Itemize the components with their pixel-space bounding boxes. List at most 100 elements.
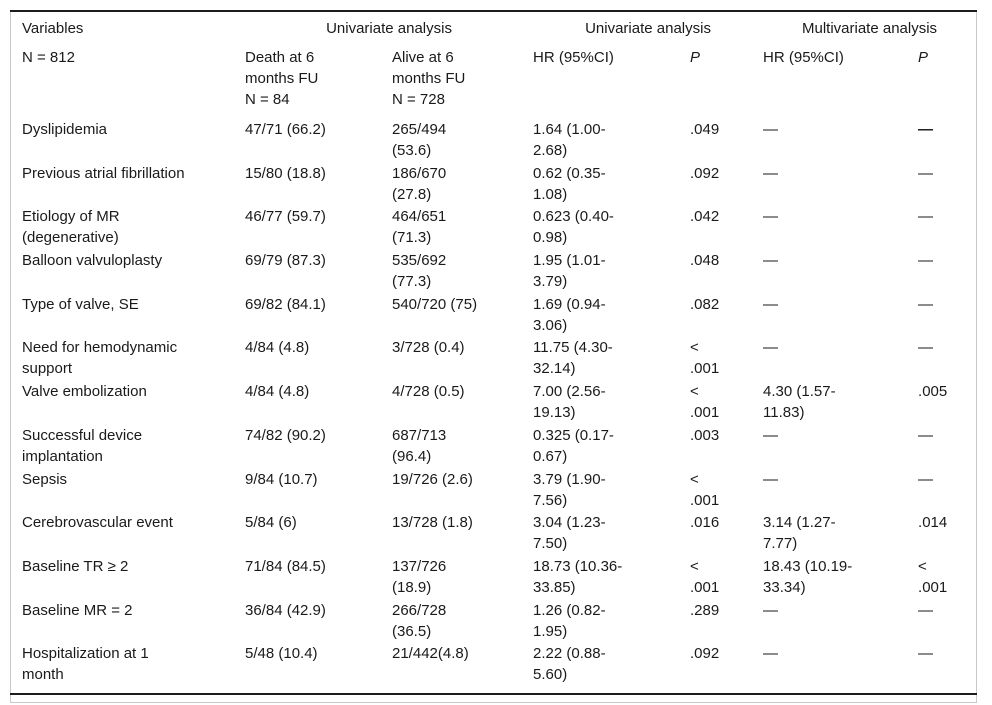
table-cell: Baseline TR ≥ 2 xyxy=(22,557,129,575)
table-cell: 47/71 (66.2) xyxy=(245,121,326,138)
table-cell: 3.04 (1.23- 7.50) xyxy=(533,514,606,553)
table-cell: 687/713 (96.4) xyxy=(392,426,447,465)
group-header-row: Variables Univariate analysis Univariate… xyxy=(22,12,976,47)
table-cell: 11.75 (4.30- 32.14) xyxy=(533,339,613,378)
table-cell: — xyxy=(918,164,934,182)
table-row: Dyslipidemia 47/71 (66.2) 265/494 (53.6) 1.… xyxy=(22,119,976,163)
table-cell: Valve embolization xyxy=(22,383,147,401)
table-row: Valve embolization 4/84 (4.8) 4/728 (0.5) 7… xyxy=(22,381,976,425)
table-cell: 5/48 (10.4) xyxy=(245,645,318,663)
table-cell: 137/726 (18.9) xyxy=(392,557,447,596)
table-cell: .092 xyxy=(690,645,720,663)
table-cell: 21/442(4.8) xyxy=(392,645,469,663)
table-cell: Baseline MR = 2 xyxy=(22,601,133,619)
sub-header-univariate-hr: HR (95%CI) xyxy=(533,49,614,66)
table-top-rule xyxy=(10,10,977,12)
table-cell: 265/494 (53.6) xyxy=(392,121,447,159)
table-cell: — xyxy=(918,601,934,619)
table-cell: 1.64 (1.00- 2.68) xyxy=(533,121,606,159)
table-cell: 3/728 (0.4) xyxy=(392,339,465,357)
table-cell: 2.22 (0.88- 5.60) xyxy=(533,645,606,684)
sub-header-multivariate-hr: HR (95%CI) xyxy=(763,49,844,66)
table-cell: 15/80 (18.8) xyxy=(245,164,326,182)
table-cell: 74/82 (90.2) xyxy=(245,426,326,444)
table-row: Baseline MR = 2 36/84 (42.9) 266/728 (36.5… xyxy=(22,600,976,644)
table-cell: — xyxy=(763,208,779,226)
table-cell: — xyxy=(763,295,779,313)
table-cell: 540/720 (75) xyxy=(392,295,478,313)
table-cell: — xyxy=(763,164,779,182)
table-cell: .092 xyxy=(690,164,720,182)
table-cell: Balloon valvuloplasty xyxy=(22,252,163,270)
table-cell: .014 xyxy=(918,514,948,532)
sub-header-row: N = 812 Death at 6 months FU N = 84 Aliv… xyxy=(22,47,976,119)
table-cell: — xyxy=(918,426,934,444)
table-cell: .005 xyxy=(918,383,948,401)
table-cell: 9/84 (10.7) xyxy=(245,470,318,488)
table-row: Sepsis 9/84 (10.7) 19/726 (2.6) 3.79 (1.90-… xyxy=(22,469,976,513)
table-cell: 464/651 (71.3) xyxy=(392,208,447,247)
table-cell: .289 xyxy=(690,601,720,619)
table-cell: Need for hemodynamic support xyxy=(22,339,178,378)
table-cell: Dyslipidemia xyxy=(22,121,108,138)
table-cell: 71/84 (84.5) xyxy=(245,557,326,575)
table-cell: 4/728 (0.5) xyxy=(392,383,465,401)
table-row: Balloon valvuloplasty 69/79 (87.3) 535/692… xyxy=(22,250,976,294)
group-header-univariate-hr: Univariate analysis xyxy=(585,20,711,37)
table-cell: — xyxy=(763,339,779,357)
table-cell: Cerebrovascular event xyxy=(22,514,173,532)
table-cell: — xyxy=(918,121,934,138)
table-row: Type of valve, SE 69/82 (84.1) 540/720 (75… xyxy=(22,294,976,338)
sub-header-alive: Alive at 6 months FU N = 728 xyxy=(392,49,466,108)
table-cell: — xyxy=(918,208,934,226)
table-cell: — xyxy=(763,645,779,663)
table-cell: 69/82 (84.1) xyxy=(245,295,326,313)
table-cell: 3.79 (1.90- 7.56) xyxy=(533,470,606,509)
table-cell: 0.623 (0.40- 0.98) xyxy=(533,208,614,247)
table-cell: 0.325 (0.17- 0.67) xyxy=(533,426,614,465)
table-cell: 4.30 (1.57- 11.83) xyxy=(763,383,836,422)
table-cell: Previous atrial fibrillation xyxy=(22,164,185,182)
table-body: Dyslipidemia 47/71 (66.2) 265/494 (53.6) 1.… xyxy=(22,119,976,687)
table-cell: — xyxy=(918,252,934,270)
table-cell: 186/670 (27.8) xyxy=(392,164,447,203)
table-cell: 0.62 (0.35- 1.08) xyxy=(533,164,606,203)
table-cell: .082 xyxy=(690,295,720,313)
table-cell: < .001 xyxy=(690,339,720,378)
table-row: Baseline TR ≥ 2 71/84 (84.5) 137/726 (18.9… xyxy=(22,556,976,600)
table-cell: Successful device implantation xyxy=(22,426,143,465)
table-row: Previous atrial fibrillation 15/80 (18.8)… xyxy=(22,163,976,207)
table-cell: 535/692 (77.3) xyxy=(392,252,447,291)
table-row: Etiology of MR (degenerative) 46/77 (59.7… xyxy=(22,206,976,250)
table-cell: 69/79 (87.3) xyxy=(245,252,326,270)
table-cell: 18.73 (10.36- 33.85) xyxy=(533,557,623,596)
table-cell: 1.69 (0.94- 3.06) xyxy=(533,295,606,334)
table-cell: .049 xyxy=(690,121,720,138)
group-header-multivariate: Multivariate analysis xyxy=(802,20,938,37)
table-cell: .003 xyxy=(690,426,720,444)
table-cell: 1.26 (0.82- 1.95) xyxy=(533,601,606,640)
table-cell: — xyxy=(763,470,779,488)
table-cell: Hospitalization at 1 month xyxy=(22,645,149,684)
table-row: Successful device implantation 74/82 (90.… xyxy=(22,425,976,469)
table-cell: 266/728 (36.5) xyxy=(392,601,447,640)
table-cell: Sepsis xyxy=(22,470,68,488)
table-cell: .042 xyxy=(690,208,720,226)
table-cell: .048 xyxy=(690,252,720,270)
sub-header-death: Death at 6 months FU N = 84 xyxy=(245,49,319,108)
table-cell: — xyxy=(918,645,934,663)
table-cell: — xyxy=(918,339,934,357)
table-header: Variables Univariate analysis Univariate… xyxy=(22,12,976,119)
sub-header-n: N = 812 xyxy=(22,49,75,66)
table-cell: 4/84 (4.8) xyxy=(245,383,310,401)
table-cell: .016 xyxy=(690,514,720,532)
table-cell: 3.14 (1.27- 7.77) xyxy=(763,514,836,553)
univariate-multivariate-table: Variables Univariate analysis Univariate… xyxy=(22,12,976,687)
table-row: Need for hemodynamic support 4/84 (4.8) 3/… xyxy=(22,337,976,381)
sub-header-multivariate-p: P xyxy=(918,49,929,66)
table-row: Hospitalization at 1 month 5/48 (10.4) 21/… xyxy=(22,643,976,687)
table-cell: 46/77 (59.7) xyxy=(245,208,326,226)
table-cell: 36/84 (42.9) xyxy=(245,601,326,619)
table-cell: 1.95 (1.01- 3.79) xyxy=(533,252,606,291)
